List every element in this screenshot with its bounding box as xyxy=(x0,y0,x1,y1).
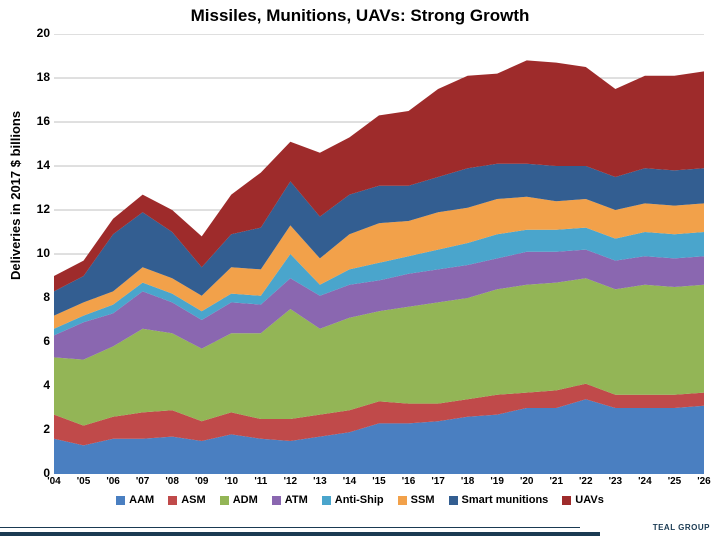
legend-item: Anti-Ship xyxy=(322,494,384,506)
x-tick-label: '05 xyxy=(74,476,94,487)
x-tick-label: '22 xyxy=(576,476,596,487)
legend-swatch xyxy=(220,496,229,505)
x-tick-label: '26 xyxy=(694,476,714,487)
x-tick-label: '14 xyxy=(339,476,359,487)
x-tick-label: '07 xyxy=(133,476,153,487)
x-tick-label: '20 xyxy=(517,476,537,487)
y-tick-label: 2 xyxy=(30,422,50,436)
legend: AAM ASM ADM ATM Anti-Ship SSM Smart munitions U… xyxy=(0,494,720,506)
x-tick-label: '12 xyxy=(280,476,300,487)
x-tick-label: '25 xyxy=(664,476,684,487)
y-tick-label: 12 xyxy=(30,202,50,216)
legend-label: ATM xyxy=(285,494,308,506)
x-tick-label: '06 xyxy=(103,476,123,487)
legend-item: ATM xyxy=(272,494,308,506)
legend-swatch xyxy=(168,496,177,505)
x-tick-label: '11 xyxy=(251,476,271,487)
x-tick-label: '23 xyxy=(605,476,625,487)
y-tick-label: 20 xyxy=(30,26,50,40)
legend-swatch xyxy=(322,496,331,505)
legend-label: Anti-Ship xyxy=(335,494,384,506)
legend-swatch xyxy=(562,496,571,505)
legend-swatch xyxy=(116,496,125,505)
legend-item: ASM xyxy=(168,494,205,506)
y-tick-label: 10 xyxy=(30,246,50,260)
slide-container: Missiles, Munitions, UAVs: Strong Growth… xyxy=(0,0,720,540)
x-tick-label: '10 xyxy=(221,476,241,487)
legend-label: AAM xyxy=(129,494,154,506)
x-tick-label: '08 xyxy=(162,476,182,487)
legend-item: UAVs xyxy=(562,494,604,506)
x-tick-label: '15 xyxy=(369,476,389,487)
chart-title: Missiles, Munitions, UAVs: Strong Growth xyxy=(0,6,720,26)
x-tick-label: '13 xyxy=(310,476,330,487)
legend-label: SSM xyxy=(411,494,435,506)
x-tick-label: '16 xyxy=(399,476,419,487)
legend-item: AAM xyxy=(116,494,154,506)
legend-label: Smart munitions xyxy=(462,494,549,506)
logo-text: TEAL GROUP xyxy=(653,523,710,532)
x-tick-label: '09 xyxy=(192,476,212,487)
y-axis-label: Deliveries in 2017 $ billions xyxy=(8,111,23,280)
legend-swatch xyxy=(272,496,281,505)
y-tick-label: 16 xyxy=(30,114,50,128)
y-tick-label: 4 xyxy=(30,378,50,392)
footer-accent-bar xyxy=(0,532,600,536)
legend-item: SSM xyxy=(398,494,435,506)
y-tick-label: 14 xyxy=(30,158,50,172)
legend-item: ADM xyxy=(220,494,258,506)
x-tick-label: '04 xyxy=(44,476,64,487)
legend-label: ASM xyxy=(181,494,205,506)
legend-label: UAVs xyxy=(575,494,604,506)
x-tick-label: '17 xyxy=(428,476,448,487)
stacked-area-svg xyxy=(54,34,704,474)
legend-label: ADM xyxy=(233,494,258,506)
chart-plot-area xyxy=(54,34,704,474)
x-tick-label: '24 xyxy=(635,476,655,487)
x-tick-label: '21 xyxy=(546,476,566,487)
legend-item: Smart munitions xyxy=(449,494,549,506)
y-tick-label: 18 xyxy=(30,70,50,84)
x-tick-label: '18 xyxy=(458,476,478,487)
footer-accent-line xyxy=(0,527,580,528)
y-tick-label: 6 xyxy=(30,334,50,348)
legend-swatch xyxy=(398,496,407,505)
y-tick-label: 8 xyxy=(30,290,50,304)
x-tick-label: '19 xyxy=(487,476,507,487)
legend-swatch xyxy=(449,496,458,505)
